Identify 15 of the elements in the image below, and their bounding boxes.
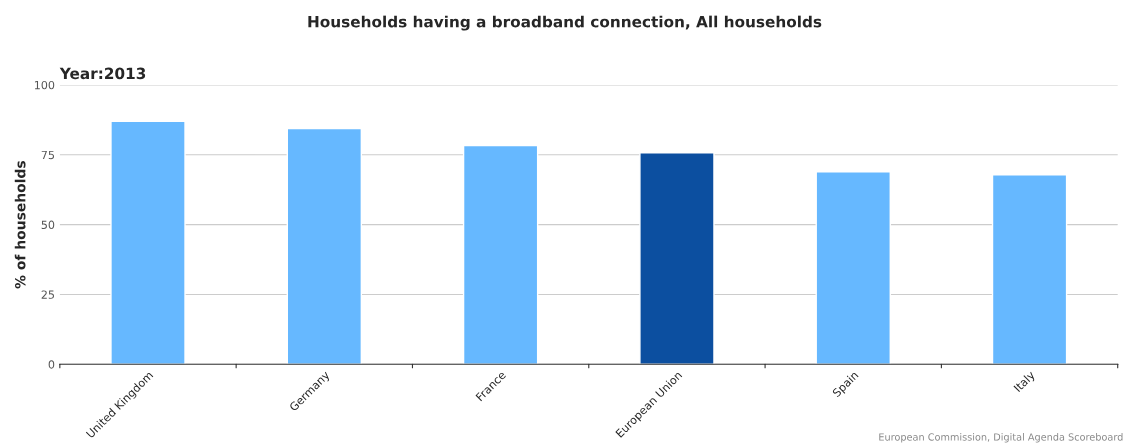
bar <box>815 171 891 365</box>
y-tick-label: 25 <box>41 290 55 299</box>
text: European Commission, Digital Agenda Scoreboard <box>879 433 1123 443</box>
bar <box>286 127 363 365</box>
y-tick-label: 100 <box>34 80 55 90</box>
y-tick-label: 0 <box>48 360 55 369</box>
bar <box>462 144 539 365</box>
y-axis-title: % of households <box>14 160 26 289</box>
bar <box>639 152 715 365</box>
y-tick-label: 50 <box>41 220 55 229</box>
chart-title: Households having a broadband connection, All households <box>308 15 822 31</box>
y-tick-label: 75 <box>41 150 55 160</box>
bar <box>110 120 186 365</box>
chart-subtitle: Year:2013 <box>59 67 146 80</box>
bar <box>991 174 1068 365</box>
